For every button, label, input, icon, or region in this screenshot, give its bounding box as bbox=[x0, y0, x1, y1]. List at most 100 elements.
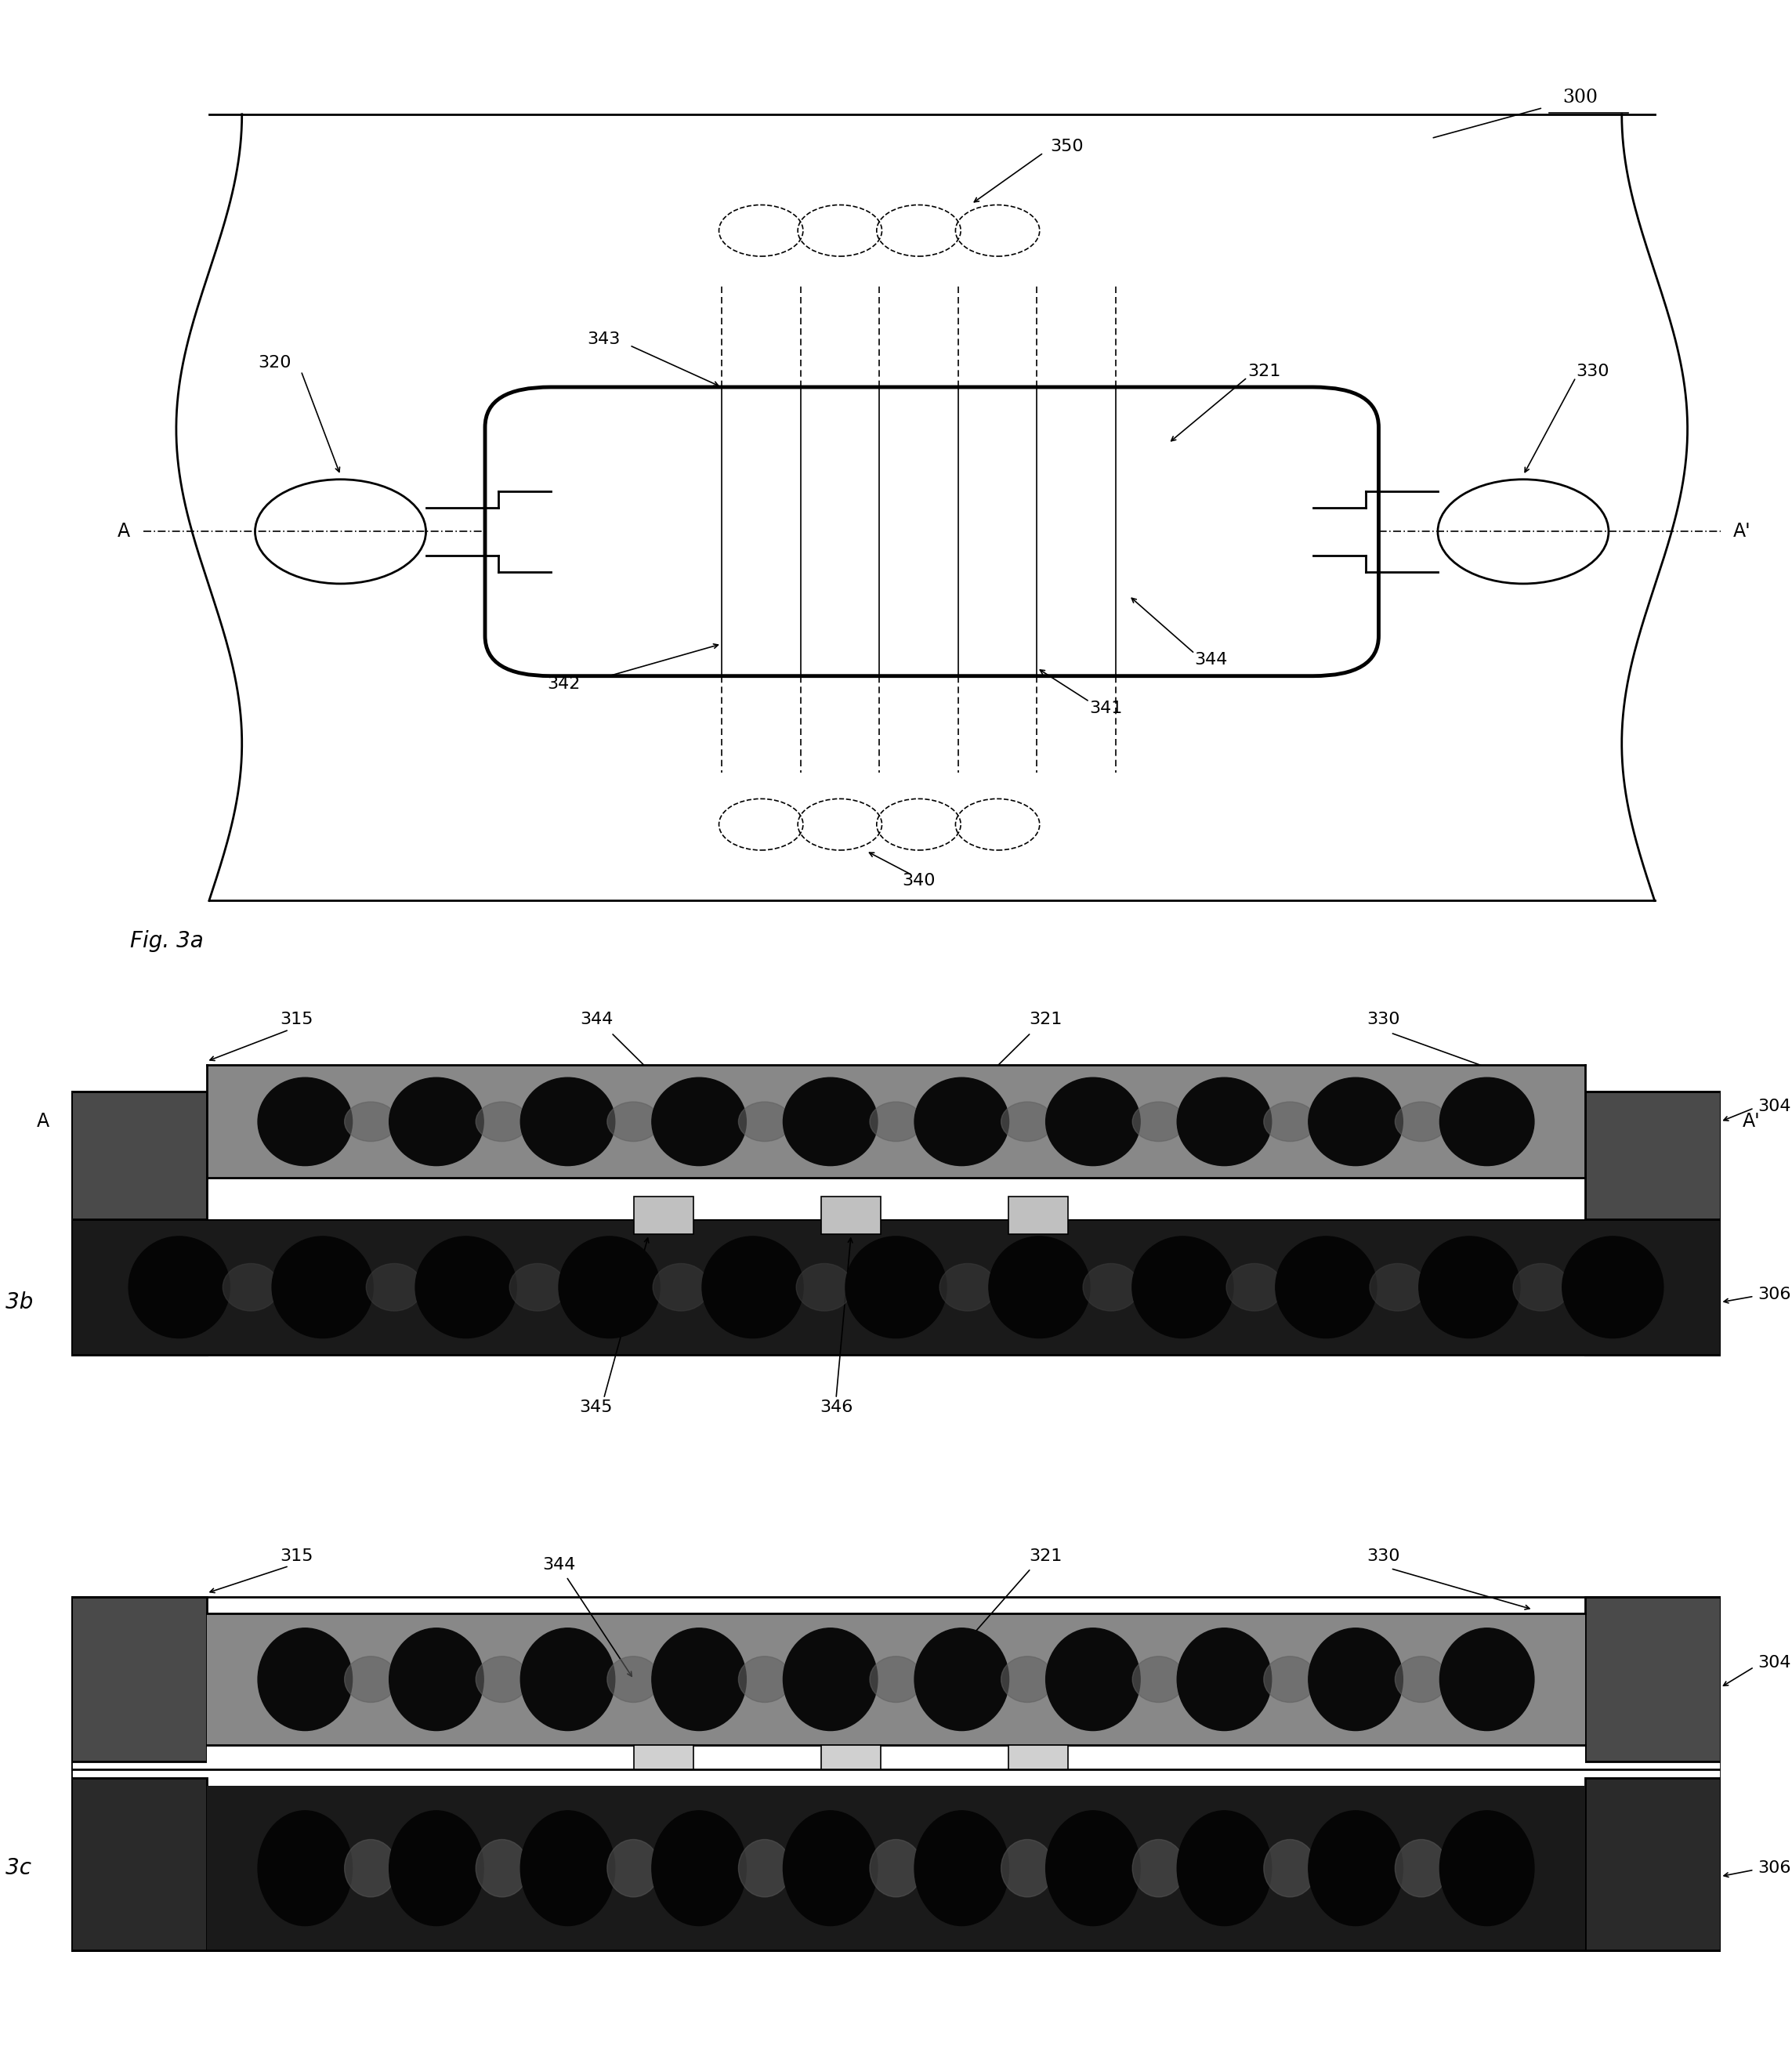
Text: 341: 341 bbox=[1090, 700, 1124, 716]
Ellipse shape bbox=[416, 1236, 516, 1339]
Text: 306: 306 bbox=[1758, 1860, 1790, 1876]
Ellipse shape bbox=[559, 1236, 659, 1339]
Text: A: A bbox=[36, 1113, 48, 1131]
Ellipse shape bbox=[869, 1102, 923, 1141]
Bar bbox=[1009, 1745, 1068, 1770]
Text: 330: 330 bbox=[1367, 1012, 1400, 1029]
Ellipse shape bbox=[344, 1839, 398, 1897]
Bar bbox=[206, 1178, 1586, 1219]
Bar bbox=[206, 1745, 1586, 1770]
Ellipse shape bbox=[846, 1236, 946, 1339]
Ellipse shape bbox=[607, 1102, 659, 1141]
Ellipse shape bbox=[1439, 1811, 1534, 1926]
Ellipse shape bbox=[477, 1102, 529, 1141]
Text: 345: 345 bbox=[579, 1400, 613, 1415]
Bar bbox=[1586, 1778, 1720, 1950]
Ellipse shape bbox=[652, 1628, 745, 1731]
Ellipse shape bbox=[1002, 1657, 1054, 1702]
Ellipse shape bbox=[1226, 1263, 1283, 1312]
Ellipse shape bbox=[783, 1628, 878, 1731]
Ellipse shape bbox=[129, 1236, 229, 1339]
Ellipse shape bbox=[520, 1811, 615, 1926]
Ellipse shape bbox=[520, 1078, 615, 1166]
Text: 350: 350 bbox=[1050, 138, 1084, 154]
Text: 304: 304 bbox=[1758, 1098, 1790, 1115]
Ellipse shape bbox=[1263, 1657, 1315, 1702]
Ellipse shape bbox=[1439, 1628, 1534, 1731]
Text: 315: 315 bbox=[280, 1012, 314, 1029]
Ellipse shape bbox=[222, 1263, 280, 1312]
Text: 330: 330 bbox=[1575, 363, 1609, 380]
Ellipse shape bbox=[796, 1263, 853, 1312]
Ellipse shape bbox=[258, 1078, 353, 1166]
Ellipse shape bbox=[1133, 1839, 1185, 1897]
Bar bbox=[72, 1778, 206, 1950]
Ellipse shape bbox=[389, 1811, 484, 1926]
Ellipse shape bbox=[738, 1657, 790, 1702]
Bar bbox=[1586, 1597, 1720, 1761]
Ellipse shape bbox=[1002, 1839, 1054, 1897]
Bar bbox=[72, 1597, 206, 1761]
Bar bbox=[1586, 1092, 1720, 1355]
Ellipse shape bbox=[344, 1102, 398, 1141]
Text: 342: 342 bbox=[547, 675, 581, 692]
Ellipse shape bbox=[1394, 1839, 1448, 1897]
Ellipse shape bbox=[607, 1657, 659, 1702]
Bar bbox=[72, 1092, 206, 1355]
Text: 320: 320 bbox=[258, 355, 292, 372]
Text: 344: 344 bbox=[1195, 653, 1228, 667]
Ellipse shape bbox=[1419, 1236, 1520, 1339]
Text: A: A bbox=[118, 521, 131, 540]
Ellipse shape bbox=[652, 1811, 745, 1926]
Ellipse shape bbox=[258, 1628, 353, 1731]
Bar bbox=[821, 1745, 882, 1770]
Text: 306: 306 bbox=[1758, 1287, 1790, 1302]
Text: 343: 343 bbox=[586, 331, 620, 347]
Text: 300: 300 bbox=[1563, 88, 1598, 107]
Text: Fig. 3a: Fig. 3a bbox=[131, 930, 204, 953]
Ellipse shape bbox=[652, 1263, 710, 1312]
Ellipse shape bbox=[1082, 1263, 1140, 1312]
Ellipse shape bbox=[1133, 1102, 1185, 1141]
Ellipse shape bbox=[1439, 1078, 1534, 1166]
Text: 340: 340 bbox=[901, 873, 935, 889]
Bar bbox=[634, 1745, 694, 1770]
Ellipse shape bbox=[652, 1078, 745, 1166]
Ellipse shape bbox=[989, 1236, 1090, 1339]
Bar bbox=[634, 1197, 694, 1234]
Text: Fig. 3c: Fig. 3c bbox=[0, 1858, 32, 1878]
Ellipse shape bbox=[914, 1811, 1009, 1926]
Ellipse shape bbox=[1133, 1657, 1185, 1702]
Ellipse shape bbox=[1512, 1263, 1570, 1312]
Ellipse shape bbox=[344, 1657, 398, 1702]
Ellipse shape bbox=[1133, 1236, 1233, 1339]
Ellipse shape bbox=[1263, 1839, 1315, 1897]
Bar bbox=[72, 1219, 1720, 1355]
Ellipse shape bbox=[702, 1236, 803, 1339]
Ellipse shape bbox=[939, 1263, 996, 1312]
Ellipse shape bbox=[1177, 1628, 1272, 1731]
Bar bbox=[1009, 1197, 1068, 1234]
Bar bbox=[206, 1786, 1586, 1950]
Bar bbox=[821, 1197, 882, 1234]
Ellipse shape bbox=[272, 1236, 373, 1339]
Text: 321: 321 bbox=[1029, 1548, 1063, 1564]
Ellipse shape bbox=[1563, 1236, 1663, 1339]
Text: Fig. 3b: Fig. 3b bbox=[0, 1291, 34, 1314]
Bar bbox=[206, 1614, 1586, 1745]
Ellipse shape bbox=[738, 1102, 790, 1141]
Ellipse shape bbox=[477, 1657, 529, 1702]
Ellipse shape bbox=[1276, 1236, 1376, 1339]
Ellipse shape bbox=[1047, 1811, 1140, 1926]
Ellipse shape bbox=[1308, 1078, 1403, 1166]
Ellipse shape bbox=[914, 1628, 1009, 1731]
Text: 304: 304 bbox=[1758, 1655, 1790, 1671]
Bar bbox=[206, 1178, 1586, 1219]
Text: A': A' bbox=[1733, 521, 1751, 540]
Ellipse shape bbox=[1308, 1628, 1403, 1731]
Ellipse shape bbox=[738, 1839, 790, 1897]
Ellipse shape bbox=[783, 1078, 878, 1166]
Ellipse shape bbox=[477, 1839, 529, 1897]
Ellipse shape bbox=[869, 1657, 923, 1702]
Ellipse shape bbox=[1369, 1263, 1426, 1312]
